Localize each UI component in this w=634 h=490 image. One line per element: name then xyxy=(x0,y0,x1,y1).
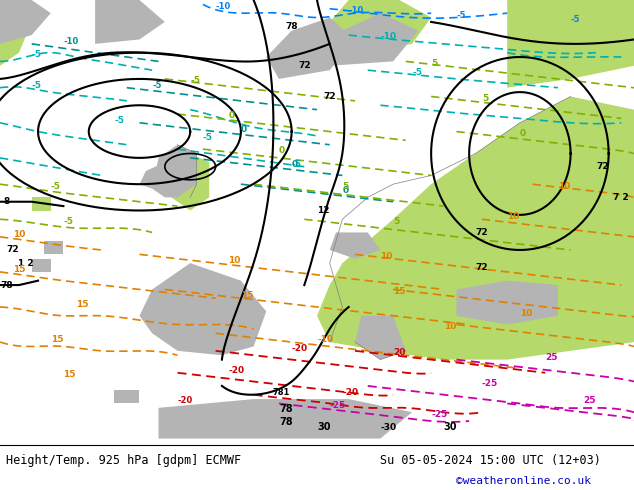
Text: -25: -25 xyxy=(482,379,498,388)
Polygon shape xyxy=(317,97,634,360)
Text: -10: -10 xyxy=(317,335,333,344)
Text: 78: 78 xyxy=(285,22,298,31)
Text: 72: 72 xyxy=(6,245,19,254)
Text: -25: -25 xyxy=(330,401,346,410)
Text: 10: 10 xyxy=(380,252,393,261)
Text: 15: 15 xyxy=(51,335,63,344)
Text: 72: 72 xyxy=(323,92,336,101)
Polygon shape xyxy=(165,272,254,333)
Text: 72: 72 xyxy=(476,263,488,272)
Text: 10: 10 xyxy=(13,230,25,239)
Text: 10: 10 xyxy=(444,322,456,331)
Text: -5: -5 xyxy=(32,50,42,59)
Polygon shape xyxy=(330,0,431,52)
Text: -30: -30 xyxy=(380,423,396,432)
Polygon shape xyxy=(0,0,51,44)
Text: 20: 20 xyxy=(393,348,406,357)
Text: -5: -5 xyxy=(203,133,213,142)
Text: 10: 10 xyxy=(520,309,533,318)
Text: 25: 25 xyxy=(545,353,558,362)
Text: ©weatheronline.co.uk: ©weatheronline.co.uk xyxy=(456,476,592,486)
Text: 5: 5 xyxy=(342,182,349,191)
Polygon shape xyxy=(0,0,32,66)
Polygon shape xyxy=(171,153,209,211)
Polygon shape xyxy=(44,241,63,254)
Text: 7 2: 7 2 xyxy=(614,193,629,202)
Text: -5: -5 xyxy=(571,15,580,24)
Text: 15: 15 xyxy=(393,287,406,296)
Polygon shape xyxy=(355,316,406,360)
Text: 5: 5 xyxy=(431,59,437,68)
Text: -5: -5 xyxy=(51,182,61,191)
Text: 78: 78 xyxy=(279,417,292,427)
Text: 72: 72 xyxy=(596,162,609,171)
Text: 78: 78 xyxy=(0,281,13,290)
Text: 0: 0 xyxy=(279,147,285,155)
Polygon shape xyxy=(456,281,558,324)
Polygon shape xyxy=(114,391,139,403)
Text: 0: 0 xyxy=(241,124,247,134)
Text: 781: 781 xyxy=(273,388,290,397)
Polygon shape xyxy=(158,399,412,439)
Text: -20: -20 xyxy=(228,366,244,375)
Text: -25: -25 xyxy=(431,410,448,418)
Polygon shape xyxy=(507,0,634,88)
Text: 72: 72 xyxy=(476,228,488,237)
Text: 12: 12 xyxy=(317,206,330,215)
Text: 30: 30 xyxy=(317,422,330,432)
Text: 5: 5 xyxy=(393,217,399,226)
Polygon shape xyxy=(95,0,165,44)
Text: -10: -10 xyxy=(349,6,364,15)
Polygon shape xyxy=(32,197,51,211)
Text: -5: -5 xyxy=(32,81,42,90)
Text: 15: 15 xyxy=(76,300,89,309)
Text: -10: -10 xyxy=(380,32,396,42)
Text: 5: 5 xyxy=(482,94,488,103)
Polygon shape xyxy=(330,232,380,259)
Text: Height/Temp. 925 hPa [gdpm] ECMWF: Height/Temp. 925 hPa [gdpm] ECMWF xyxy=(6,454,242,466)
Text: 10: 10 xyxy=(228,256,241,265)
Text: 0: 0 xyxy=(292,160,298,169)
Text: 8: 8 xyxy=(3,197,10,206)
Text: Su 05-05-2024 15:00 UTC (12+03): Su 05-05-2024 15:00 UTC (12+03) xyxy=(380,454,601,466)
Text: -5: -5 xyxy=(412,68,422,76)
Polygon shape xyxy=(152,145,197,197)
Text: 25: 25 xyxy=(583,396,596,405)
Text: 15: 15 xyxy=(241,291,254,300)
Text: 30: 30 xyxy=(444,422,457,432)
Polygon shape xyxy=(266,18,355,79)
Text: -5: -5 xyxy=(292,160,302,169)
Text: 1 2: 1 2 xyxy=(18,259,33,268)
Text: 0: 0 xyxy=(342,186,349,195)
Text: -5: -5 xyxy=(190,76,200,85)
Text: -10: -10 xyxy=(216,2,231,11)
Text: -10: -10 xyxy=(63,37,79,46)
Text: 10: 10 xyxy=(507,212,520,221)
Polygon shape xyxy=(139,263,266,355)
Text: 0: 0 xyxy=(228,111,235,121)
Text: -5: -5 xyxy=(114,116,124,125)
Text: 15: 15 xyxy=(63,370,76,379)
Polygon shape xyxy=(139,162,171,189)
Text: -5: -5 xyxy=(456,11,466,20)
Text: 0: 0 xyxy=(520,129,526,138)
Text: -5: -5 xyxy=(63,217,74,226)
Text: 10: 10 xyxy=(558,182,571,191)
Polygon shape xyxy=(330,13,418,66)
Text: -5: -5 xyxy=(152,81,162,90)
Text: -20: -20 xyxy=(292,344,307,353)
Text: 78: 78 xyxy=(279,404,292,414)
Text: -20: -20 xyxy=(178,396,193,405)
Polygon shape xyxy=(32,259,51,272)
Text: 15: 15 xyxy=(13,265,25,274)
Text: -20: -20 xyxy=(342,388,358,397)
Text: 72: 72 xyxy=(298,61,311,70)
